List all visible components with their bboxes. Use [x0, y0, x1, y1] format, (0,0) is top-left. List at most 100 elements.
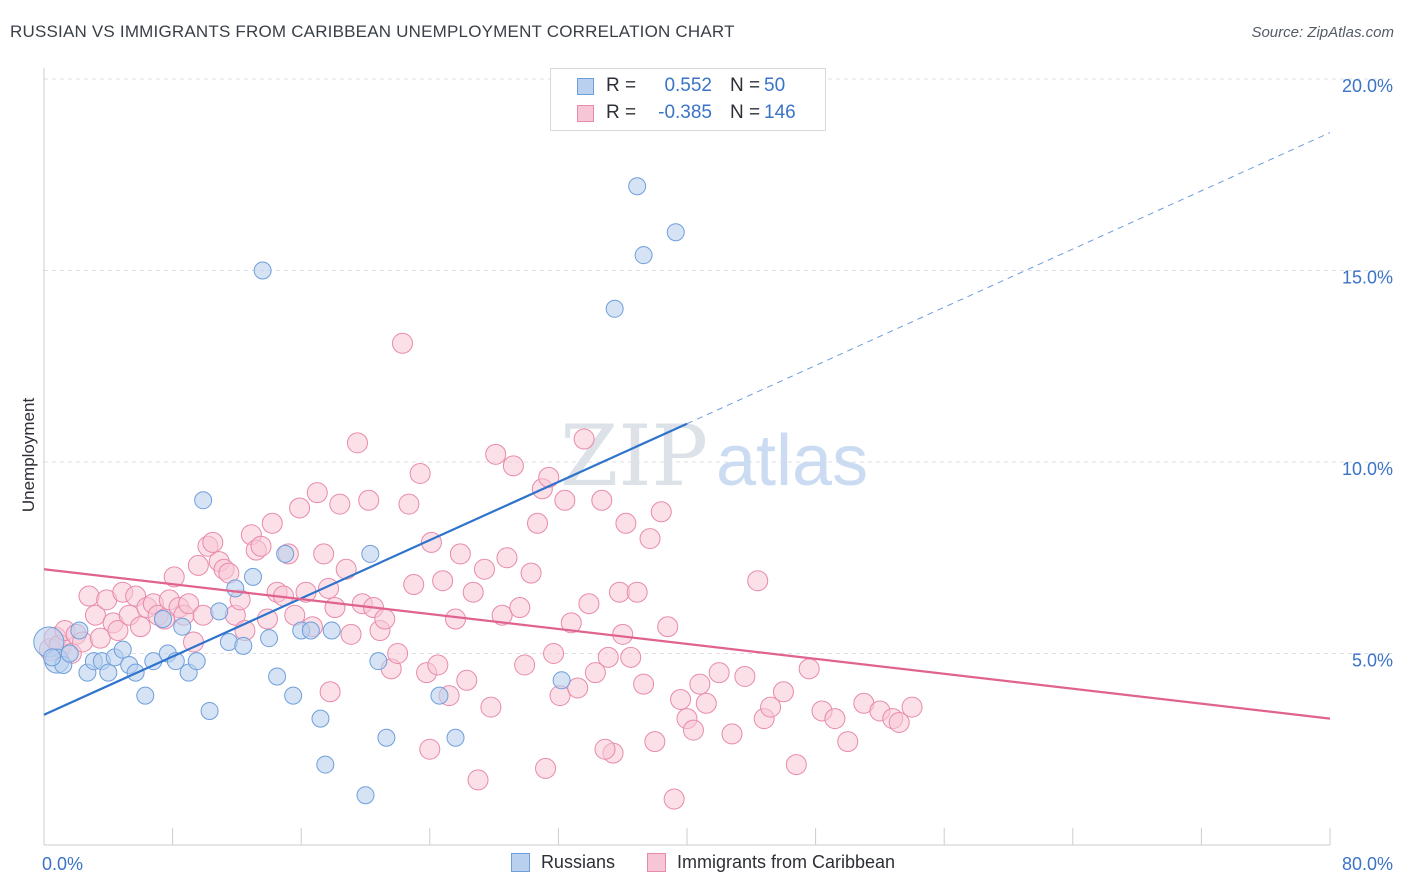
caribbean-point: [340, 623, 362, 645]
caribbean-point: [202, 531, 224, 553]
caribbean-point: [591, 489, 613, 511]
caribbean-point: [467, 769, 489, 791]
caribbean-point: [615, 512, 637, 534]
caribbean-point: [514, 654, 536, 676]
legend-n-value: 50: [764, 75, 786, 96]
caribbean-trend-line: [43, 568, 1331, 720]
russians-point: [253, 261, 272, 280]
russians-point: [322, 621, 341, 640]
russians-point: [356, 786, 375, 805]
legend-swatch-russians: [577, 77, 594, 95]
caribbean-point: [644, 731, 666, 753]
x-tick-left: 0.0%: [42, 854, 83, 874]
legend-r-label: R =: [606, 75, 637, 96]
caribbean-point: [335, 558, 357, 580]
caribbean-point: [313, 543, 335, 565]
russians-point: [316, 755, 335, 774]
y-tick-label: 20.0%: [1342, 76, 1393, 96]
russians-point: [446, 728, 465, 747]
caribbean-point: [502, 455, 524, 477]
russians-point: [200, 701, 219, 720]
caribbean-point: [427, 654, 449, 676]
caribbean-point: [888, 711, 910, 733]
legend-label-russians: Russians: [540, 852, 615, 872]
legend-swatch-caribbean: [646, 853, 666, 872]
caribbean-point: [734, 665, 756, 687]
caribbean-point: [824, 708, 846, 730]
russians-point: [234, 636, 253, 655]
caribbean-point: [319, 681, 341, 703]
legend-n-label: N =: [730, 102, 761, 123]
watermark-atlas: atlas: [716, 421, 868, 501]
chart-source: Source: ZipAtlas.com: [1251, 24, 1394, 41]
caribbean-point: [329, 493, 351, 515]
legend-item-russians: Russians: [510, 852, 615, 873]
caribbean-point: [670, 688, 692, 710]
y-tick-label: 10.0%: [1342, 459, 1393, 479]
legend-n-value: 146: [764, 102, 796, 123]
caribbean-point: [594, 738, 616, 760]
x-tick-right: 80.0%: [1342, 854, 1393, 874]
caribbean-point: [403, 574, 425, 596]
caribbean-point: [129, 616, 151, 638]
caribbean-point: [78, 585, 100, 607]
caribbean-point: [473, 558, 495, 580]
legend-row-russians: R = 0.552 N = 50: [577, 73, 785, 99]
caribbean-point: [612, 623, 634, 645]
caribbean-point: [346, 432, 368, 454]
caribbean-point: [391, 332, 413, 354]
caribbean-point: [187, 554, 209, 576]
caribbean-point: [374, 608, 396, 630]
caribbean-point: [192, 604, 214, 626]
caribbean-point: [639, 528, 661, 550]
y-tick-label: 5.0%: [1352, 651, 1393, 671]
watermark-zip: ZIP: [560, 407, 708, 505]
caribbean-point: [306, 482, 328, 504]
caribbean-point: [445, 608, 467, 630]
legend-r-label: R =: [606, 102, 637, 123]
caribbean-point: [901, 696, 923, 718]
caribbean-point: [496, 547, 518, 569]
russians-trend-extension: [686, 132, 1331, 425]
russians-point: [194, 491, 213, 510]
caribbean-point: [721, 723, 743, 745]
caribbean-point: [535, 757, 557, 779]
caribbean-point: [567, 677, 589, 699]
russians-point: [113, 640, 132, 659]
caribbean-point: [449, 543, 471, 565]
caribbean-point: [419, 738, 441, 760]
caribbean-point: [597, 646, 619, 668]
caribbean-point: [261, 512, 283, 534]
caribbean-point: [256, 608, 278, 630]
caribbean-point: [682, 719, 704, 741]
legend-label-caribbean: Immigrants from Caribbean: [676, 852, 896, 872]
correlation-legend: R = 0.552 N = 50 R = -0.385 N = 146: [550, 68, 826, 131]
caribbean-point: [785, 754, 807, 776]
caribbean-point: [491, 604, 513, 626]
russians-point: [153, 610, 172, 629]
russians-point: [99, 663, 118, 682]
russians-point: [260, 629, 279, 648]
caribbean-point: [584, 662, 606, 684]
caribbean-point: [250, 535, 272, 557]
caribbean-point: [89, 627, 111, 649]
caribbean-point: [650, 501, 672, 523]
caribbean-point: [608, 581, 630, 603]
axes: [43, 68, 1331, 846]
caribbean-point: [573, 428, 595, 450]
russians-point: [430, 686, 449, 705]
legend-item-caribbean: Immigrants from Caribbean: [646, 852, 896, 873]
series-russians-points: [33, 177, 685, 805]
russians-point: [210, 602, 229, 621]
russians-point: [173, 617, 192, 636]
legend-n-label: N =: [730, 75, 761, 96]
caribbean-point: [578, 593, 600, 615]
caribbean-point: [772, 681, 794, 703]
russians-point: [605, 299, 624, 318]
caribbean-point: [520, 562, 542, 584]
caribbean-point: [398, 493, 420, 515]
russians-point: [43, 648, 62, 667]
legend-r-value: -0.385: [658, 102, 712, 123]
watermark: ZIP atlas: [560, 407, 868, 505]
